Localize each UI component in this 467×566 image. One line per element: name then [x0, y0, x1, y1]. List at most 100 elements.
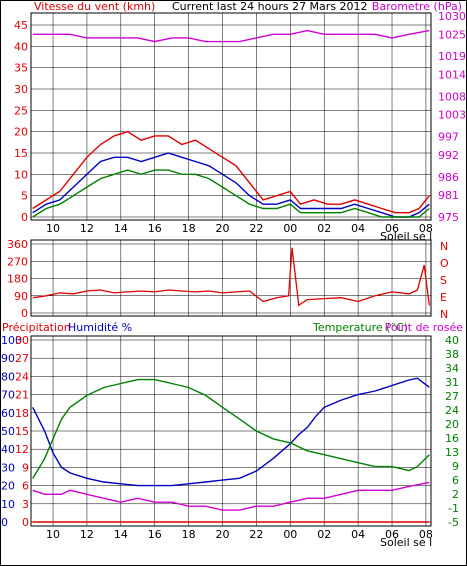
precipitation-label: Précipitation: [2, 321, 71, 334]
precipitation-axis-tick: 12: [15, 443, 29, 456]
wind-hour-tick: 12: [80, 222, 94, 235]
temperature-hour-tick: 18: [182, 528, 196, 541]
temperature-axis-tick: 38: [445, 348, 459, 361]
direction-compass-tick: S: [440, 274, 447, 287]
direction-grid: [31, 240, 431, 316]
gust-line: [32, 130, 430, 214]
temperature-grid: [31, 336, 431, 526]
temperature-hour-tick: 06: [385, 528, 399, 541]
temperature-axis-tick: 31: [445, 376, 459, 389]
temperature-axis-tick: 13: [445, 446, 459, 459]
humidity-axis-tick: 70: [1, 389, 15, 402]
temperature-axis-tick: 40: [445, 334, 459, 347]
pressure-axis-tick: 992: [438, 149, 459, 162]
temperature-hour-tick: 20: [216, 528, 230, 541]
chart-title: Current last 24 hours 27 Mars 2012: [172, 0, 368, 13]
pressure-axis-tick: 1025: [438, 28, 466, 41]
wind-axis-tick: 10: [14, 168, 28, 181]
wind-axis-tick: 30: [14, 83, 28, 96]
wind-hour-tick: 10: [46, 222, 60, 235]
precipitation-axis-tick: 0: [22, 516, 29, 529]
temperature-label: Temperature (°C): [312, 321, 408, 334]
humidity-label: Humidité %: [68, 321, 132, 334]
precipitation-axis-tick: 27: [15, 352, 29, 365]
direction-degree-tick: 0: [21, 307, 28, 320]
pressure-axis-tick: 981: [438, 189, 459, 202]
humidity-axis-tick: 90: [1, 352, 15, 365]
humidity-axis-tick: 10: [1, 498, 15, 511]
direction-series: [32, 247, 430, 307]
temperature-axis-tick: -1: [448, 502, 459, 515]
wind-axis-tick: 5: [21, 190, 28, 203]
wind-grid: [31, 13, 431, 220]
temperature-hour-tick: 02: [317, 528, 331, 541]
humidity-axis-tick: 0: [1, 516, 8, 529]
temperature-hour-tick: 04: [351, 528, 365, 541]
temperature-axis-tick: 16: [445, 432, 459, 445]
direction-compass-tick: O: [440, 257, 449, 270]
direction-degree-ticks: 0 90 180 270 360: [7, 238, 28, 320]
direction-line: [32, 247, 430, 307]
precipitation-axis-tick: 9: [22, 461, 29, 474]
wind-series: [32, 29, 430, 218]
humidity-line: [32, 377, 430, 487]
wind-axis-label: Vitesse du vent (kmh): [34, 0, 155, 13]
temperature-hour-tick: 00: [283, 528, 297, 541]
dew-line: [32, 481, 430, 511]
temperature-axis-tick: 34: [445, 362, 459, 375]
direction-compass-tick: E: [440, 291, 447, 304]
pressure-axis-ticks: 975 981 986 992 997 1003 1008 1014 1019 1025 1030: [438, 10, 466, 224]
temperature-hour-tick: 08: [419, 528, 433, 541]
wind-axis-tick: 45: [14, 19, 28, 32]
dew-point-label: Point de rosée: [385, 321, 464, 334]
temperature-axis-tick: 27: [445, 390, 459, 403]
pressure-axis-tick: 1030: [438, 10, 466, 23]
pressure-axis-label: Barometre (hPa): [372, 0, 462, 13]
wind-hour-tick: 00: [283, 222, 297, 235]
avg-line: [32, 169, 430, 218]
wind-axis-tick: 25: [14, 104, 28, 117]
humidity-axis-tick: 50: [1, 425, 15, 438]
temperature-hour-tick: 22: [249, 528, 263, 541]
precipitation-axis-tick: 24: [15, 370, 29, 383]
humidity-axis-tick: 80: [1, 370, 15, 383]
wind-hour-tick: 06: [385, 222, 399, 235]
wind-hour-tick: 14: [114, 222, 128, 235]
wind-axis-tick: 35: [14, 62, 28, 75]
direction-compass-tick: N: [440, 240, 448, 253]
direction-degree-tick: 360: [7, 238, 28, 251]
pressure-axis-tick: 1014: [438, 68, 466, 81]
precipitation-axis-tick: 3: [22, 498, 29, 511]
temperature-series: [32, 377, 430, 523]
precipitation-axis-tick: 6: [22, 480, 29, 493]
wind-line: [32, 152, 430, 218]
precipitation-axis-tick: 30: [15, 334, 29, 347]
temperature-hour-tick: 16: [148, 528, 162, 541]
wind-hour-tick: 20: [216, 222, 230, 235]
wind-hour-ticks: 10 12 14 16 18 20 22 00 02 04 06 08: [46, 222, 433, 235]
temperature-hour-tick: 10: [46, 528, 60, 541]
precipitation-axis-tick: 21: [15, 389, 29, 402]
direction-degree-tick: 270: [7, 255, 28, 268]
pressure-axis-tick: 1008: [438, 90, 466, 103]
direction-plot-area: [30, 239, 432, 317]
direction-degree-tick: 90: [14, 290, 28, 303]
wind-hour-tick: 04: [351, 222, 365, 235]
pressure-axis-tick: 975: [438, 211, 459, 224]
temperature-axis-tick: -5: [448, 516, 459, 529]
temperature-hour-tick: 14: [114, 528, 128, 541]
wind-hour-tick: 22: [249, 222, 263, 235]
temperature-axis-tick: 2: [452, 488, 459, 501]
temp-line: [32, 378, 430, 479]
wind-axis-tick: 40: [14, 40, 28, 53]
precipitation-axis-tick: 18: [15, 407, 29, 420]
pressure-axis-tick: 1019: [438, 50, 466, 63]
sunset-label: Soleil se l: [380, 536, 432, 549]
pressure-axis-tick: 1003: [438, 109, 466, 122]
humidity-axis-tick: 40: [1, 443, 15, 456]
humidity-axis-tick: 100: [1, 334, 22, 347]
